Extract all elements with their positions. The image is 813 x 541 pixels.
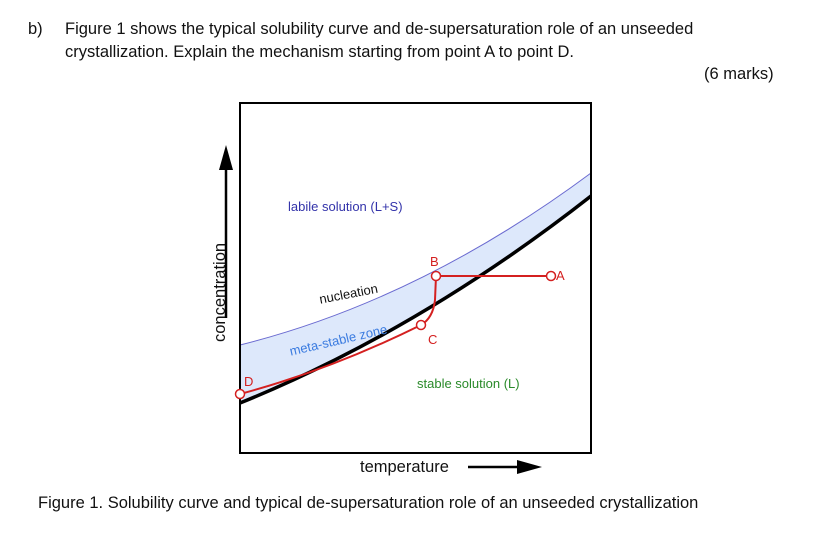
point-a-label: A	[556, 268, 565, 283]
point-c-label: C	[428, 332, 438, 347]
point-a	[545, 270, 557, 282]
point-b	[430, 270, 442, 282]
y-axis-label: concentration	[211, 242, 229, 342]
question-label: b)	[28, 20, 43, 38]
solubility-curve	[239, 194, 593, 405]
labile-label: labile solution (L+S)	[288, 199, 403, 214]
point-d	[234, 388, 246, 400]
stable-label: stable solution (L)	[417, 376, 520, 391]
plot-frame	[239, 102, 592, 454]
point-b-label: B	[430, 254, 439, 269]
y-arrow-head	[219, 145, 233, 170]
point-d-label: D	[244, 374, 254, 389]
point-c	[415, 319, 427, 331]
path-c-d	[239, 324, 422, 395]
question-line-2: crystallization. Explain the mechanism s…	[65, 43, 574, 61]
figure-caption: Figure 1. Solubility curve and typical d…	[38, 494, 699, 512]
supersolubility-curve	[239, 172, 592, 346]
marks: (6 marks)	[704, 65, 774, 83]
metastable-zone	[240, 173, 591, 403]
x-axis-label: temperature	[360, 458, 449, 476]
question-line-1: Figure 1 shows the typical solubility cu…	[65, 20, 694, 38]
x-arrow-head	[517, 460, 542, 474]
